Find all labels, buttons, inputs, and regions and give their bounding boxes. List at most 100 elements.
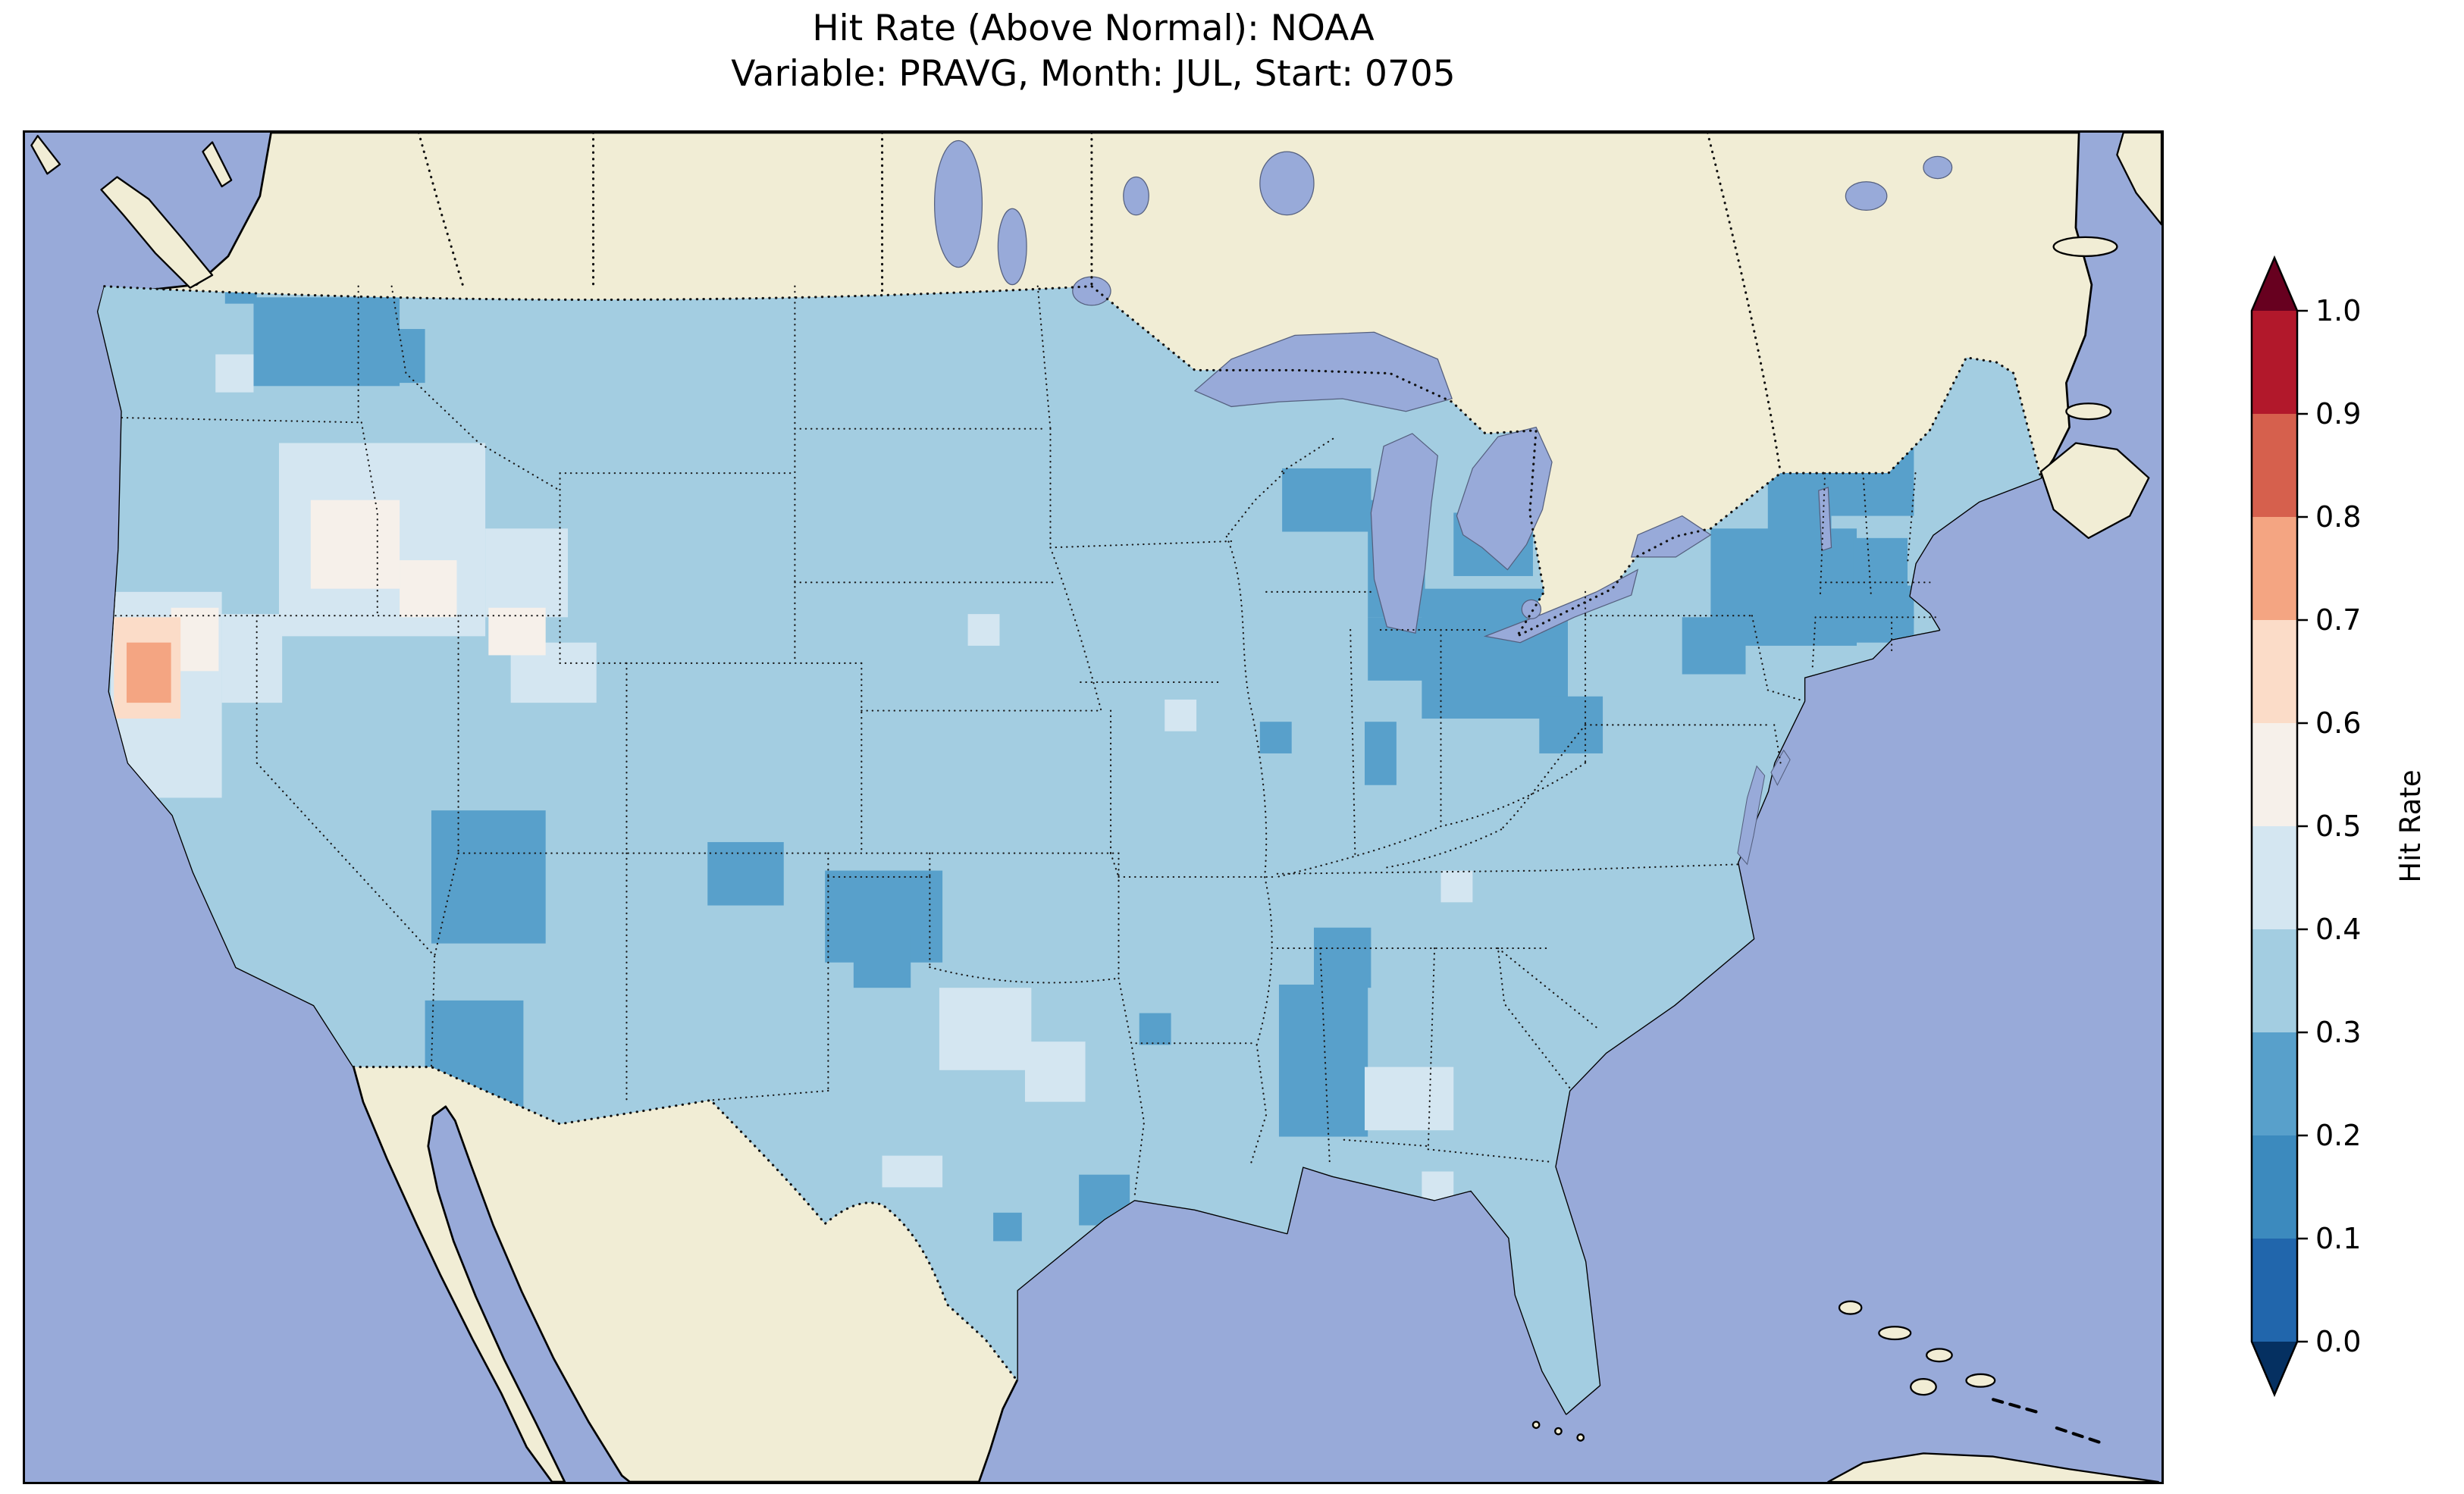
bahamas-island-2 <box>1925 1348 1953 1363</box>
bahamas-island-3 <box>1838 1300 1863 1315</box>
hit-rate-cell-patch <box>707 841 784 906</box>
hit-rate-cell-patch <box>342 329 425 384</box>
hit-rate-cell-patch <box>939 988 1032 1070</box>
lake-of-the-woods <box>1072 276 1111 306</box>
hit-rate-cell-patch <box>1539 696 1603 753</box>
lake-huron <box>1456 426 1553 571</box>
colorbar-tick-label: 0.7 <box>2315 603 2361 637</box>
hit-rate-cell-patch <box>1682 617 1746 675</box>
colorbar-band <box>2252 1032 2297 1135</box>
vancouver-island <box>100 176 214 289</box>
nova-scotia <box>2039 442 2150 539</box>
figure-title: Hit Rate (Above Normal): NOAA Variable: … <box>23 6 2164 97</box>
lake-manitoba <box>997 208 1027 286</box>
hit-rate-cell-patch <box>993 1212 1022 1242</box>
island-cays <box>1991 1398 2106 1445</box>
colorbar-band <box>2252 517 2297 620</box>
lake-michigan <box>1370 433 1438 634</box>
colorbar-band <box>2252 1239 2297 1342</box>
hit-rate-cell-patch <box>1825 585 1914 643</box>
hit-rate-cell-patch <box>215 354 254 393</box>
hit-rate-cell-patch <box>221 614 283 703</box>
hit-rate-cell-patch <box>310 500 400 589</box>
prince-edward-island <box>2065 402 2112 421</box>
lake-st-clair <box>1521 599 1542 620</box>
hit-rate-cell-patch <box>1282 468 1372 532</box>
colorbar: 1.0 0.9 0.8 0.7 0.6 0.5 0.4 0.3 0.2 0.1 … <box>2250 255 2427 1398</box>
newfoundland-corner <box>2116 133 2161 226</box>
colorbar-tick-label: 0.0 <box>2315 1325 2361 1358</box>
colorbar-tick-label: 0.5 <box>2315 810 2361 843</box>
state-borders <box>114 285 1937 1198</box>
bahamas-island-1 <box>1878 1326 1912 1341</box>
manitoba-lake <box>1123 176 1149 216</box>
colorbar-under-arrow <box>2252 1342 2297 1395</box>
colorbar-tick-label: 0.8 <box>2315 500 2361 534</box>
hit-rate-cell-patch <box>1278 984 1368 1137</box>
us-hit-rate-map <box>25 133 2161 1482</box>
hit-rate-cell-patch <box>1365 722 1397 785</box>
figure-title-line2: Variable: PRAVG, Month: JUL, Start: 0705 <box>731 53 1456 95</box>
colorbar-tick-label: 0.1 <box>2315 1222 2361 1255</box>
colorbar-band <box>2252 311 2297 414</box>
cuba <box>1827 1452 2159 1482</box>
hit-rate-cell-patch <box>431 810 546 944</box>
florida-keys-island-1 <box>1531 1420 1541 1430</box>
bc-coastal-island <box>202 141 233 188</box>
bahamas-island-4 <box>1965 1373 1996 1388</box>
colorbar-band <box>2252 826 2297 929</box>
canada-lakes <box>934 139 1953 306</box>
islands <box>30 133 2161 1482</box>
hit-rate-cell-patch <box>1440 870 1473 903</box>
hit-rate-cell-patch <box>1165 699 1197 731</box>
lake-winnipeg <box>934 139 983 268</box>
colorbar-bands <box>2252 311 2297 1342</box>
florida-keys-island-2 <box>1554 1427 1563 1436</box>
andros-island <box>1910 1378 1937 1396</box>
colorbar-band <box>2252 1135 2297 1239</box>
hit-rate-cell-patch <box>1259 722 1292 753</box>
hit-rate-cell-patch <box>967 614 1000 646</box>
hit-rate-cell-patch <box>853 934 911 988</box>
lake-nipigon <box>1259 151 1315 216</box>
us-region-base <box>98 286 2041 1414</box>
lake-erie <box>1483 568 1639 644</box>
hit-rate-cell-patch <box>1139 1013 1171 1045</box>
colorbar-tick-label: 0.2 <box>2315 1119 2361 1152</box>
florida-keys-island-3 <box>1576 1433 1585 1442</box>
province-borders <box>417 133 1782 475</box>
lake-superior <box>1193 331 1453 412</box>
mexico-us-border <box>352 1066 1019 1382</box>
map-panel <box>23 130 2164 1484</box>
hit-rate-cell-patch <box>485 528 569 618</box>
colorbar-band <box>2252 414 2297 517</box>
hit-rate-cell-patch <box>1853 537 1908 592</box>
anticosti-island <box>2052 236 2118 258</box>
hit-rate-cell-patch <box>1024 1041 1086 1102</box>
colorbar-band <box>2252 929 2297 1032</box>
haida-gwaii-island <box>30 135 61 175</box>
hit-rate-cell-patch <box>1314 927 1372 988</box>
figure-title-line1: Hit Rate (Above Normal): NOAA <box>812 8 1375 49</box>
hit-rate-cell-patch <box>400 560 457 618</box>
colorbar-tick-label: 0.3 <box>2315 1016 2361 1049</box>
lake-ontario <box>1630 515 1712 558</box>
hit-rate-cell-patch <box>126 642 171 703</box>
colorbar-band <box>2252 620 2297 723</box>
great-lakes <box>1193 331 1832 644</box>
colorbar-tick-marks <box>2297 309 2308 1343</box>
quebec-lake-1 <box>1845 181 1888 211</box>
colorbar-tick-label: 0.6 <box>2315 706 2361 740</box>
colorbar-axis-label: Hit Rate <box>2394 769 2427 882</box>
quebec-lake-2 <box>1923 155 1953 180</box>
hit-rate-cell-patch <box>1365 1066 1454 1131</box>
colorbar-over-arrow <box>2252 258 2297 311</box>
chesapeake-bay <box>1737 765 1766 866</box>
lake-champlain <box>1818 487 1832 552</box>
colorbar-tick-label: 1.0 <box>2315 294 2361 327</box>
colorbar-tick-label: 0.9 <box>2315 397 2361 431</box>
colorbar-band <box>2252 723 2297 826</box>
colorbar-tick-label: 0.4 <box>2315 913 2361 946</box>
hit-rate-cell-patch <box>882 1155 943 1188</box>
